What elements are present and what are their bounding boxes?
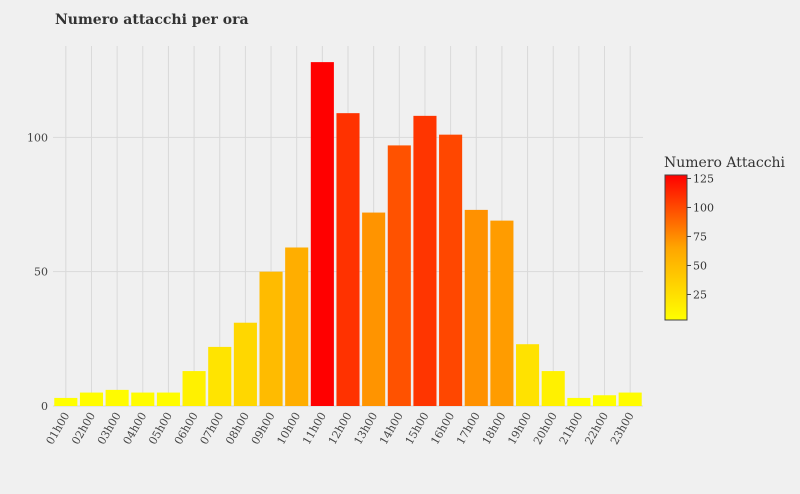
bar (464, 209, 488, 406)
x-tick-label: 06h00 (172, 410, 201, 447)
bar (156, 392, 180, 406)
bar (54, 397, 78, 406)
bar (413, 115, 437, 407)
bar (182, 371, 206, 406)
bar (490, 220, 514, 406)
bar (516, 344, 540, 406)
x-tick-label: 10h00 (274, 410, 303, 447)
x-tick-label: 07h00 (198, 410, 227, 447)
bar (233, 322, 257, 406)
bar (541, 371, 565, 406)
y-tick-label: 50 (34, 266, 48, 279)
bar (439, 134, 463, 406)
colorbar-tick-label: 125 (693, 172, 714, 185)
x-tick-label: 20h00 (531, 410, 560, 447)
x-tick-label: 04h00 (121, 410, 150, 447)
colorbar-tick-label: 100 (693, 201, 714, 214)
bar (567, 397, 591, 406)
chart-title: Numero attacchi per ora (55, 12, 249, 28)
bar (79, 392, 104, 406)
x-tick-label: 16h00 (428, 410, 457, 447)
x-tick-label: 05h00 (146, 410, 175, 447)
x-tick-label: 12h00 (326, 410, 355, 447)
x-tick-label: 13h00 (351, 410, 380, 447)
bar (618, 392, 642, 406)
colorbar (664, 174, 688, 321)
x-tick-label: 17h00 (454, 410, 483, 447)
x-tick-label: 09h00 (249, 410, 278, 447)
bar (131, 392, 155, 406)
bar (285, 247, 309, 406)
colorbar-ticks: 25 50 75 100 125 (687, 172, 714, 301)
y-axis-ticks: 0 50 100 (27, 131, 48, 413)
bar (310, 62, 334, 406)
bar (336, 113, 360, 406)
bar (105, 389, 129, 406)
x-tick-label: 21h00 (557, 410, 586, 447)
y-tick-label: 100 (27, 131, 48, 144)
bar (259, 271, 283, 406)
x-tick-label: 18h00 (480, 410, 509, 447)
bar (208, 346, 232, 406)
colorbar-tick-label: 50 (693, 259, 707, 272)
colorbar-tick-label: 75 (693, 230, 707, 243)
x-tick-label: 08h00 (223, 410, 252, 447)
bar (362, 212, 386, 406)
x-tick-label: 22h00 (582, 410, 611, 447)
x-tick-label: 15h00 (403, 410, 432, 447)
x-tick-label: 19h00 (505, 410, 534, 447)
y-tick-label: 0 (41, 400, 48, 413)
x-tick-label: 03h00 (95, 410, 124, 447)
colorbar-title: Numero Attacchi (664, 155, 786, 171)
x-axis-ticks: 01h0002h0003h0004h0005h0006h0007h0008h00… (44, 410, 637, 447)
x-tick-label: 23h00 (608, 410, 637, 447)
bars (54, 62, 642, 407)
colorbar-tick-label: 25 (693, 288, 707, 301)
bar (387, 145, 411, 406)
x-tick-label: 11h00 (300, 410, 329, 447)
x-tick-label: 14h00 (377, 410, 406, 447)
x-tick-label: 01h00 (44, 410, 73, 447)
colorbar-legend: Numero Attacchi 25 50 75 100 125 (664, 155, 786, 321)
bar (592, 395, 617, 406)
x-tick-label: 02h00 (69, 410, 98, 447)
